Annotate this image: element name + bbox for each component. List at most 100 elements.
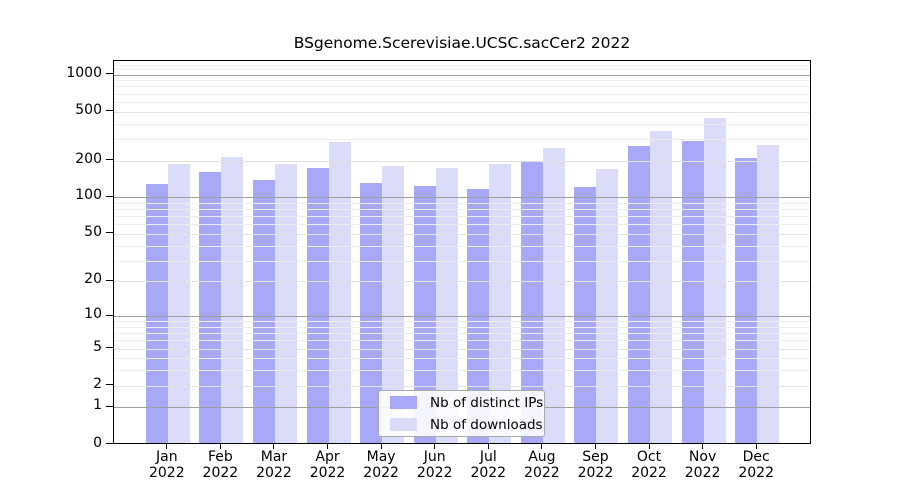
y-tick-mark-50 xyxy=(106,232,113,234)
legend-row-distinct-ips: Nb of distinct IPs xyxy=(379,392,544,414)
gridline-minor xyxy=(114,209,810,211)
gridline-major xyxy=(114,160,810,162)
bar-nb-of-downloads-aug xyxy=(542,147,565,443)
y-tick-label-20: 20 xyxy=(84,271,102,288)
gridline-minor xyxy=(114,101,810,103)
x-tick-label-jun: Jun 2022 xyxy=(416,449,453,481)
gridline-major xyxy=(114,348,810,350)
y-tick-mark-5 xyxy=(106,347,113,349)
y-tick-label-200: 200 xyxy=(75,150,102,167)
x-tick-mark-sep xyxy=(594,444,596,449)
gridline-minor xyxy=(114,69,810,71)
bar-nb-of-distinct-ips-feb xyxy=(199,171,222,443)
gridline-minor xyxy=(114,260,810,262)
x-tick-mark-jun xyxy=(434,444,436,449)
gridline-minor xyxy=(114,224,810,226)
bar-nb-of-downloads-dec xyxy=(757,145,780,443)
gridline-major xyxy=(114,385,810,387)
y-tick-label-10: 10 xyxy=(84,306,102,323)
gridline-major xyxy=(114,281,810,283)
x-tick-mark-jul xyxy=(487,444,489,449)
gridline-minor xyxy=(114,326,810,328)
gridline-minor xyxy=(114,370,810,372)
y-tick-mark-100 xyxy=(106,195,113,197)
legend: Nb of distinct IPs Nb of downloads xyxy=(378,390,545,437)
x-tick-label-may: May 2022 xyxy=(363,449,399,481)
y-tick-mark-10 xyxy=(106,314,113,316)
gridline-minor xyxy=(114,64,810,66)
y-tick-label-5: 5 xyxy=(93,338,102,355)
legend-swatch-distinct-ips xyxy=(390,396,417,409)
bar-nb-of-downloads-feb xyxy=(221,157,244,443)
bar-nb-of-distinct-ips-nov xyxy=(681,141,704,443)
bar-nb-of-downloads-jan xyxy=(167,163,190,443)
x-tick-label-nov: Nov 2022 xyxy=(684,449,721,481)
bar-nb-of-distinct-ips-aug xyxy=(520,162,543,443)
x-tick-mark-dec xyxy=(755,444,757,449)
bar-nb-of-downloads-nov xyxy=(703,118,726,443)
y-tick-label-1000: 1000 xyxy=(66,64,102,81)
bar-nb-of-downloads-jun xyxy=(435,168,458,443)
gridline-minor xyxy=(114,86,810,88)
x-tick-label-sep: Sep 2022 xyxy=(577,449,614,481)
gridline-minor xyxy=(114,138,810,140)
y-tick-mark-2 xyxy=(106,384,113,386)
gridline-minor xyxy=(114,80,810,82)
gridline-major xyxy=(114,233,810,235)
gridline-decade xyxy=(114,316,810,318)
y-tick-mark-0 xyxy=(106,443,113,444)
gridline-minor xyxy=(114,202,810,204)
bar-nb-of-distinct-ips-oct xyxy=(628,146,651,443)
y-tick-label-500: 500 xyxy=(75,101,102,118)
x-tick-label-feb: Feb 2022 xyxy=(202,449,239,481)
bar-nb-of-downloads-apr xyxy=(328,141,351,443)
bar-nb-of-downloads-sep xyxy=(596,169,619,443)
y-tick-label-1: 1 xyxy=(93,397,102,414)
y-tick-label-0: 0 xyxy=(93,434,102,451)
y-tick-mark-1000 xyxy=(106,73,113,75)
bar-nb-of-distinct-ips-mar xyxy=(252,180,275,443)
gridline-minor xyxy=(114,333,810,335)
bar-nb-of-downloads-mar xyxy=(274,164,297,443)
gridline-minor xyxy=(114,245,810,247)
y-tick-mark-500 xyxy=(106,110,113,112)
x-tick-mark-apr xyxy=(327,444,329,449)
x-tick-mark-jan xyxy=(166,444,168,449)
bar-nb-of-downloads-may xyxy=(382,166,405,443)
legend-label-distinct-ips: Nb of distinct IPs xyxy=(430,394,544,411)
y-tick-mark-20 xyxy=(106,279,113,281)
bar-nb-of-distinct-ips-apr xyxy=(306,167,329,443)
gridline-decade xyxy=(114,197,810,199)
bar-nb-of-distinct-ips-may xyxy=(360,183,383,443)
gridline-minor xyxy=(114,358,810,360)
bar-nb-of-distinct-ips-sep xyxy=(574,186,597,443)
x-tick-mark-may xyxy=(380,444,382,449)
legend-label-downloads: Nb of downloads xyxy=(430,416,543,433)
bar-nb-of-distinct-ips-jan xyxy=(145,183,168,443)
x-tick-label-jan: Jan 2022 xyxy=(148,449,185,481)
y-tick-label-2: 2 xyxy=(93,375,102,392)
x-tick-label-oct: Oct 2022 xyxy=(631,449,667,481)
y-tick-mark-1 xyxy=(106,405,113,407)
x-tick-mark-feb xyxy=(219,444,221,449)
x-tick-mark-mar xyxy=(273,444,275,449)
x-tick-label-dec: Dec 2022 xyxy=(738,449,774,481)
legend-row-downloads: Nb of downloads xyxy=(379,414,544,436)
gridline-decade xyxy=(114,74,810,76)
x-tick-mark-oct xyxy=(648,444,650,449)
bar-nb-of-distinct-ips-jun xyxy=(413,186,436,443)
gridline-minor xyxy=(114,93,810,95)
x-tick-label-aug: Aug 2022 xyxy=(524,449,560,481)
bar-nb-of-distinct-ips-dec xyxy=(735,158,758,443)
legend-swatch-downloads xyxy=(390,418,417,431)
y-tick-mark-200 xyxy=(106,159,113,161)
x-tick-label-mar: Mar 2022 xyxy=(256,449,292,481)
bar-nb-of-downloads-oct xyxy=(650,130,673,443)
x-tick-label-jul: Jul 2022 xyxy=(470,449,507,481)
gridline-minor xyxy=(114,216,810,218)
plot-area xyxy=(113,60,811,444)
chart-title: BSgenome.Scerevisiae.UCSC.sacCer2 2022 xyxy=(293,34,631,52)
gridline-minor xyxy=(114,321,810,323)
x-tick-label-apr: Apr 2022 xyxy=(309,449,346,481)
